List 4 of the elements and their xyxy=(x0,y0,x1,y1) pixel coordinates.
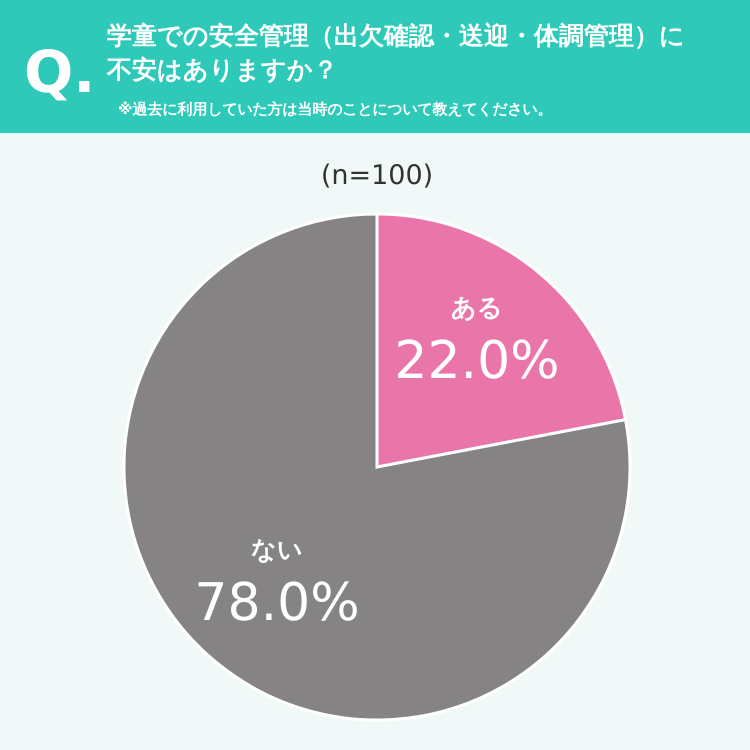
annotation: (n=100) xyxy=(320,160,434,191)
annotation: Q. xyxy=(24,38,96,106)
subtitle: ※過去に利用していた方は当時のことについて教えてください。 xyxy=(118,100,553,118)
title: 学童での安全管理（出欠確認・送迎・体調管理）に不安はありますか？ xyxy=(107,21,685,84)
